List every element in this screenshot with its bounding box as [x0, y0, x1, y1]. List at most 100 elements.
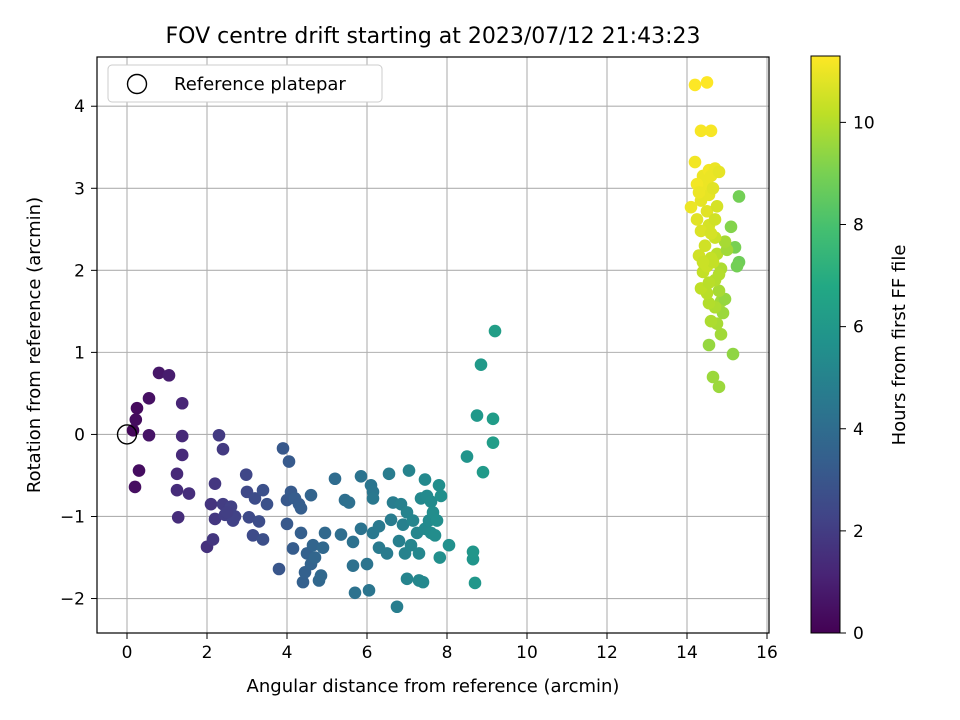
data-point — [468, 576, 482, 590]
data-point — [476, 465, 490, 479]
data-point — [706, 370, 720, 384]
data-point — [260, 497, 274, 511]
x-tick-label: 6 — [362, 643, 373, 663]
data-point — [690, 213, 704, 226]
data-point — [276, 442, 290, 455]
data-point — [696, 255, 710, 269]
data-point — [304, 488, 318, 502]
x-axis-ticks: 0 2 4 6 8 10 12 14 16 — [122, 633, 778, 663]
data-point — [162, 369, 176, 382]
data-point — [126, 424, 140, 437]
data-point — [433, 551, 447, 564]
data-point — [366, 492, 380, 505]
data-point — [142, 428, 156, 442]
data-point — [700, 204, 714, 218]
data-point — [382, 467, 396, 481]
colorbar-ticks: 0 2 4 6 8 10 — [840, 113, 875, 644]
data-point — [308, 551, 322, 564]
data-point — [702, 276, 716, 289]
data-point — [372, 520, 386, 533]
data-point — [346, 559, 360, 573]
data-point — [170, 483, 184, 497]
data-point — [306, 538, 320, 552]
data-point — [424, 495, 438, 509]
data-point — [704, 314, 718, 328]
data-point — [286, 542, 300, 555]
data-point — [428, 529, 442, 542]
y-tick-label: 1 — [74, 343, 85, 363]
colorbar-tick-label: 6 — [853, 318, 864, 338]
data-point — [294, 526, 308, 540]
x-tick-label: 10 — [516, 643, 538, 663]
colorbar-label: Hours from first FF file — [889, 245, 910, 446]
data-point — [714, 328, 728, 341]
y-tick-label: 3 — [74, 179, 85, 199]
data-point — [208, 477, 222, 490]
data-point — [171, 511, 185, 524]
data-point — [294, 501, 308, 515]
data-point — [248, 492, 262, 505]
colorbar-tick-label: 4 — [853, 420, 864, 440]
data-point — [204, 497, 218, 511]
data-point — [712, 165, 726, 179]
colorbar-tick-label: 2 — [853, 522, 864, 542]
data-point — [170, 467, 184, 481]
data-point — [175, 396, 189, 410]
data-point — [130, 401, 144, 415]
data-point — [702, 296, 716, 310]
data-point — [282, 455, 296, 468]
data-point — [390, 600, 404, 614]
x-tick-label: 0 — [122, 643, 133, 663]
x-tick-label: 14 — [676, 643, 698, 663]
legend: Reference platepar — [107, 64, 383, 103]
data-point — [252, 515, 266, 528]
data-point — [128, 480, 142, 494]
data-point — [402, 464, 416, 477]
reference-marker — [116, 424, 138, 445]
data-point — [392, 534, 406, 548]
data-point — [406, 514, 420, 527]
data-point — [488, 324, 502, 338]
data-point — [348, 586, 362, 600]
data-point — [354, 522, 368, 536]
data-point — [354, 469, 368, 483]
data-point — [418, 473, 432, 486]
data-point — [688, 155, 702, 169]
data-point — [416, 575, 430, 589]
data-point — [256, 533, 270, 546]
data-point — [430, 514, 444, 527]
data-point — [694, 224, 708, 238]
legend-label: Reference platepar — [174, 74, 346, 95]
data-point — [272, 562, 286, 576]
data-point — [362, 584, 376, 597]
data-point — [712, 284, 726, 298]
y-tick-label: −1 — [60, 507, 85, 527]
data-point — [708, 213, 722, 226]
legend-box — [107, 64, 383, 103]
data-point — [208, 512, 222, 526]
x-axis-label: Angular distance from reference (arcmin) — [247, 676, 620, 697]
data-point — [152, 366, 166, 380]
colorbar — [810, 55, 841, 634]
data-point — [712, 268, 726, 281]
legend-marker-icon — [126, 73, 148, 95]
x-tick-label: 4 — [282, 643, 293, 663]
y-axis-ticks: −2 −1 0 1 2 3 4 — [60, 97, 97, 610]
colorbar-tick-label: 0 — [853, 624, 864, 644]
data-point — [412, 547, 426, 560]
data-point — [328, 472, 342, 486]
data-point — [396, 518, 410, 531]
x-tick-label: 16 — [756, 643, 778, 663]
data-point — [486, 436, 500, 449]
data-point — [316, 541, 330, 554]
data-point — [434, 489, 448, 503]
data-point — [246, 529, 260, 542]
data-point — [242, 511, 256, 524]
y-tick-label: 4 — [74, 97, 85, 117]
data-point — [684, 200, 698, 214]
data-point — [460, 450, 474, 463]
data-point — [132, 464, 146, 477]
data-point — [732, 190, 746, 203]
data-point — [384, 513, 398, 527]
y-tick-label: −2 — [60, 590, 85, 610]
